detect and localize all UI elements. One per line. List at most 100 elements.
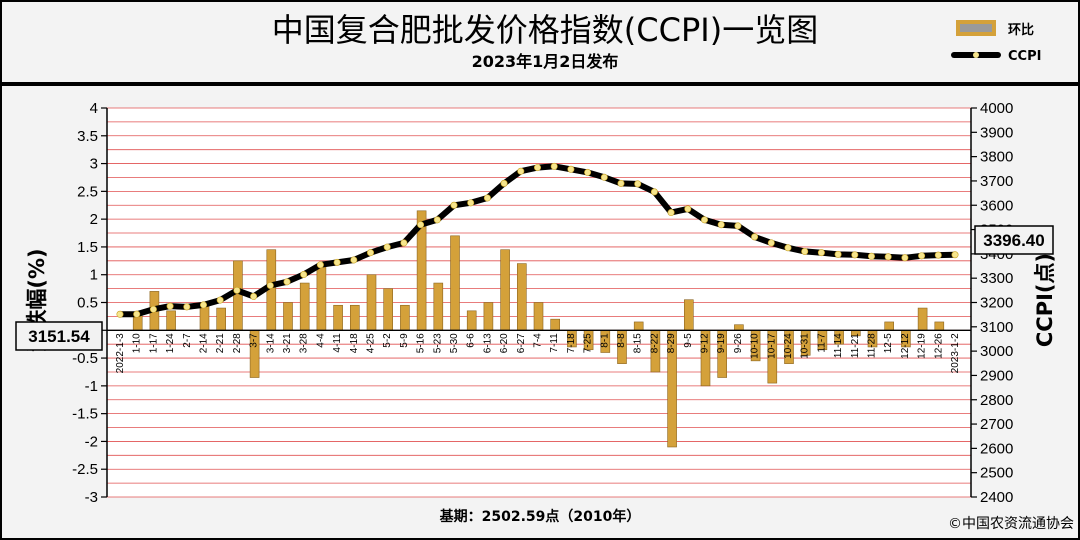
x-axis-date-label: 8-1 xyxy=(599,333,610,348)
ccpi-point xyxy=(617,179,625,187)
x-axis-date-label: 11-14 xyxy=(833,333,844,358)
ccpi-point xyxy=(250,292,258,300)
left-axis-tick-label: 3.5 xyxy=(77,128,98,145)
x-axis-date-label: 12-5 xyxy=(883,333,894,353)
change-bar xyxy=(516,263,527,331)
change-bar xyxy=(884,321,895,331)
right-axis-tick-label: 3200 xyxy=(980,295,1013,312)
change-bar xyxy=(466,310,477,331)
change-bar xyxy=(233,260,243,331)
x-axis-date-label: 7-4 xyxy=(533,333,544,348)
left-axis-tick-label: 2.5 xyxy=(77,183,98,200)
ccpi-point xyxy=(851,251,859,259)
right-axis-tick-label: 3000 xyxy=(980,343,1013,360)
ccpi-point xyxy=(417,221,425,229)
ccpi-point xyxy=(567,165,575,173)
right-axis-tick-label: 3700 xyxy=(980,173,1013,190)
x-axis-date-label: 10-10 xyxy=(750,333,761,359)
left-axis-tick-label: 3 xyxy=(90,156,98,173)
x-axis-date-label: 9-12 xyxy=(700,333,711,353)
x-axis-date-label: 7-25 xyxy=(583,333,594,353)
x-axis-date-label: 4-11 xyxy=(332,333,343,353)
left-axis-tick-label: -2 xyxy=(85,433,98,450)
ccpi-point xyxy=(266,281,274,289)
ccpi-point xyxy=(767,239,775,247)
ccpi-point xyxy=(751,233,759,241)
x-axis-date-label: 3-28 xyxy=(299,333,310,353)
start-value-box xyxy=(15,321,103,351)
x-axis-date-label: 8-22 xyxy=(649,333,660,353)
ccpi-point xyxy=(116,310,124,318)
ccpi-point xyxy=(600,173,608,181)
ccpi-point xyxy=(450,201,458,209)
left-axis-tick-label: 1.5 xyxy=(77,239,98,256)
ccpi-point xyxy=(801,247,809,255)
ccpi-point xyxy=(684,205,692,213)
header-panel xyxy=(0,0,1080,84)
publish-date: 2023年1月2日发布 xyxy=(472,52,619,71)
right-axis-tick-label: 2700 xyxy=(980,416,1013,433)
legend-line-marker xyxy=(973,52,979,58)
x-axis-date-label: 2-7 xyxy=(182,333,193,348)
change-bar xyxy=(683,299,694,331)
x-axis-date-label: 7-18 xyxy=(566,333,577,353)
end-value-callout: 3396.40 xyxy=(974,225,1054,255)
ccpi-point xyxy=(717,221,725,229)
x-axis-date-label: 1-17 xyxy=(148,333,159,353)
ccpi-point xyxy=(517,167,525,175)
x-axis-date-label: 2022-1-3 xyxy=(115,333,126,373)
left-axis-tick-label: -0.5 xyxy=(72,350,98,367)
right-axis-tick-label: 3900 xyxy=(980,124,1013,141)
x-axis-date-label: 4-4 xyxy=(315,333,326,348)
change-bar xyxy=(333,304,343,331)
x-axis-date-label: 5-23 xyxy=(432,333,443,353)
x-axis-date-label: 6-6 xyxy=(466,333,477,348)
ccpi-point xyxy=(784,244,792,252)
change-bar xyxy=(299,282,310,331)
start-value-callout: 3151.54 xyxy=(15,321,103,351)
ccpi-point xyxy=(951,251,959,259)
change-bar xyxy=(199,304,210,331)
ccpi-point xyxy=(366,249,374,257)
ccpi-point xyxy=(934,251,942,259)
start-value-label: 3151.54 xyxy=(28,327,90,346)
change-bar xyxy=(349,304,360,331)
right-axis-tick-label: 2900 xyxy=(980,367,1013,384)
change-bar xyxy=(450,235,460,331)
x-axis-date-label: 8-29 xyxy=(666,333,677,353)
right-axis-tick-label: 2500 xyxy=(980,465,1013,482)
x-axis-date-label: 10-17 xyxy=(766,333,777,359)
right-axis-tick-label: 3600 xyxy=(980,197,1013,214)
ccpi-point xyxy=(734,222,742,230)
change-bar xyxy=(283,302,293,331)
x-axis-date-label: 11-7 xyxy=(816,333,827,353)
base-period-note: 基期：2502.59点（2010年） xyxy=(440,508,641,525)
change-bar xyxy=(166,310,176,331)
change-bar xyxy=(500,249,510,331)
x-axis-date-label: 12-19 xyxy=(917,333,928,359)
ccpi-point xyxy=(483,194,491,202)
change-bar xyxy=(400,304,410,331)
copyright-note: ©中国农资流通协会 xyxy=(948,516,1074,532)
end-value-box xyxy=(974,225,1054,255)
right-axis-tick-label: 3800 xyxy=(980,149,1013,166)
ccpi-point xyxy=(901,254,909,262)
x-axis-date-label: 5-2 xyxy=(382,333,393,348)
ccpi-point xyxy=(316,261,324,269)
x-axis-date-label: 1-24 xyxy=(165,333,176,353)
x-axis-date-label: 4-25 xyxy=(366,333,377,353)
change-bar xyxy=(383,288,394,331)
x-axis-date-label: 4-18 xyxy=(349,333,360,353)
x-axis-date-label: 3-14 xyxy=(265,333,276,353)
x-axis-date-label: 5-16 xyxy=(416,333,427,353)
x-axis-date-label: 11-28 xyxy=(867,333,878,358)
change-bar xyxy=(633,321,644,331)
change-bar xyxy=(433,282,444,331)
ccpi-point xyxy=(918,252,926,260)
x-axis-date-label: 9-5 xyxy=(683,333,694,348)
left-axis-tick-label: -1 xyxy=(85,378,98,395)
ccpi-point xyxy=(634,180,642,188)
ccpi-point xyxy=(400,239,408,247)
ccpi-line xyxy=(116,162,959,318)
